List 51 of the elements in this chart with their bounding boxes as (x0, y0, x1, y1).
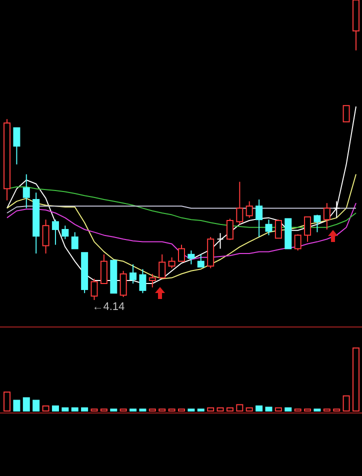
candlestick (71, 232, 78, 250)
bar (284, 407, 292, 412)
bar (13, 400, 20, 412)
candlestick (265, 219, 272, 236)
bar (236, 404, 244, 412)
bar (62, 407, 69, 412)
candlestick (148, 273, 156, 288)
candlestick (42, 219, 50, 254)
candlestick (139, 268, 146, 294)
bar (52, 405, 59, 412)
candlestick (236, 181, 244, 225)
candlestick (52, 219, 59, 246)
candlestick (246, 200, 253, 218)
candlestick (158, 254, 166, 278)
bar (216, 407, 224, 412)
candlestick (120, 270, 127, 298)
bar (207, 407, 214, 412)
candlestick (168, 256, 176, 269)
text: ←4.14 (92, 301, 125, 313)
candlestick (226, 218, 234, 240)
candlestick (216, 232, 224, 250)
bar (226, 407, 234, 412)
candlestick (333, 200, 340, 218)
bar (265, 406, 272, 412)
candlestick (62, 225, 69, 240)
candlestick (22, 174, 30, 209)
bar (71, 407, 78, 412)
bar (274, 407, 282, 412)
bar (352, 348, 360, 412)
candlestick (178, 244, 185, 262)
candlestick (188, 250, 195, 265)
candlestick (256, 199, 263, 238)
bar (42, 405, 50, 412)
candlestick (304, 216, 312, 242)
candlestick (294, 234, 302, 251)
candlestick (100, 254, 108, 284)
bar (256, 405, 263, 412)
candlestick (13, 127, 20, 165)
bar (81, 407, 88, 412)
candlestick (90, 278, 98, 300)
bar (4, 392, 10, 412)
candlestick (274, 219, 282, 239)
bar (32, 400, 40, 412)
candlestick (323, 202, 330, 230)
candlestick (130, 264, 137, 284)
candlestick (314, 214, 321, 233)
candlestick (197, 254, 204, 268)
candlestick (342, 105, 350, 122)
bar (246, 407, 253, 412)
bar (22, 397, 30, 412)
bar (342, 395, 350, 412)
